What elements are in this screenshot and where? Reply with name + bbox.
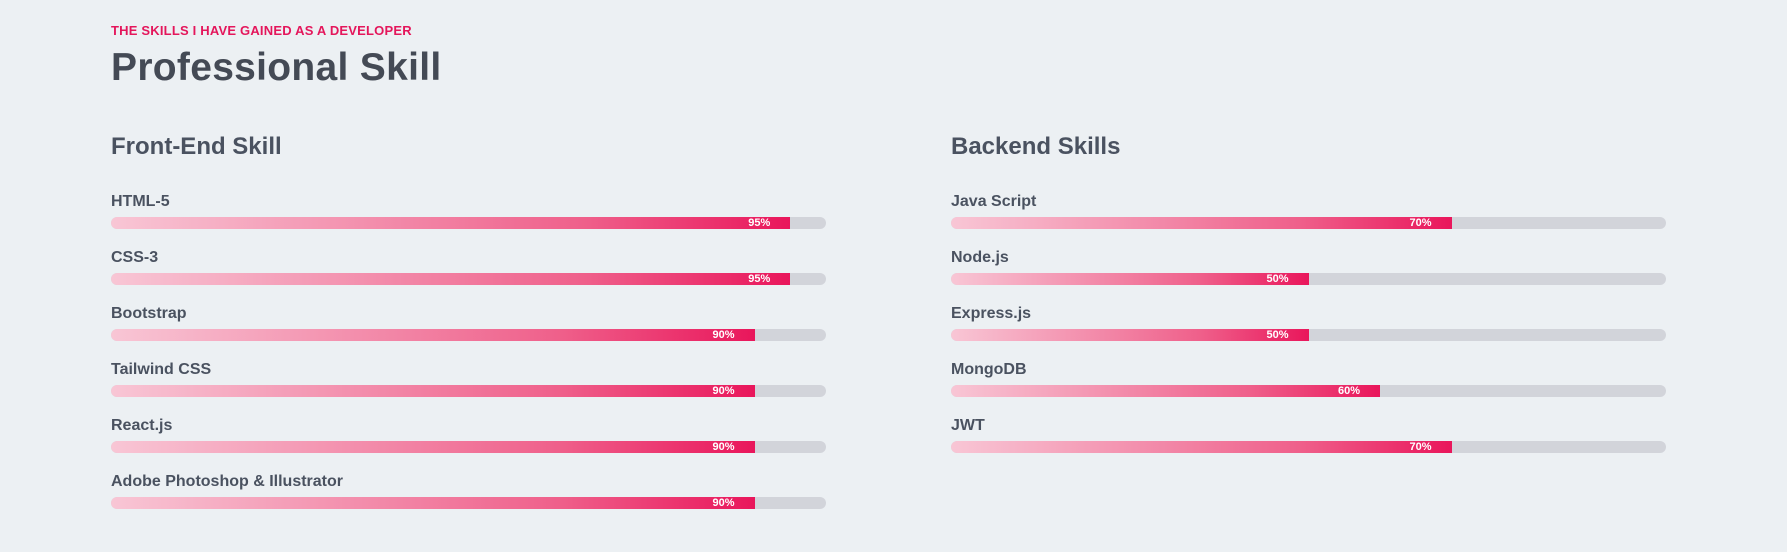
skill-percent-label: 90% (712, 441, 735, 453)
skill-percent-label: 95% (748, 217, 771, 229)
skill-item: JWT 70% (951, 416, 1666, 472)
page-title: Professional Skill (111, 46, 442, 89)
frontend-skills-title: Front-End Skill (111, 133, 282, 160)
skill-name: React.js (111, 417, 173, 434)
section-eyebrow: THE SKILLS I HAVE GAINED AS A DEVELOPER (111, 23, 412, 38)
backend-skills-title: Backend Skills (951, 133, 1121, 160)
skill-progress-fill: 50% (951, 329, 1309, 341)
skill-progress-bar: 50% (951, 273, 1666, 285)
skill-percent-label: 90% (712, 329, 735, 341)
skill-progress-bar: 90% (111, 329, 826, 341)
skill-name: Adobe Photoshop & Illustrator (111, 473, 343, 490)
skill-progress-bar: 70% (951, 217, 1666, 229)
skill-progress-bar: 90% (111, 497, 826, 509)
skill-progress-bar: 95% (111, 273, 826, 285)
backend-skills-column: Backend Skills Java Script 70% Node.js 5… (951, 130, 1666, 453)
skill-progress-fill: 90% (111, 497, 755, 509)
skill-percent-label: 50% (1266, 329, 1289, 341)
frontend-skill-list: HTML-5 95% CSS-3 95% Bootstrap (111, 192, 826, 528)
skill-name: MongoDB (951, 361, 1027, 378)
skill-percent-label: 70% (1409, 217, 1432, 229)
skill-item: Express.js 50% (951, 304, 1666, 360)
skill-progress-bar: 90% (111, 385, 826, 397)
skill-progress-fill: 60% (951, 385, 1380, 397)
skill-name: Express.js (951, 305, 1032, 322)
skill-progress-fill: 70% (951, 217, 1452, 229)
skill-percent-label: 90% (712, 497, 735, 509)
skill-name: CSS-3 (111, 249, 159, 266)
skill-progress-fill: 50% (951, 273, 1309, 285)
skill-item: React.js 90% (111, 416, 826, 472)
skill-name: JWT (951, 417, 985, 434)
skill-name: Tailwind CSS (111, 361, 212, 378)
skill-item: Node.js 50% (951, 248, 1666, 304)
skill-progress-fill: 95% (111, 273, 791, 285)
skill-percent-label: 60% (1337, 385, 1360, 397)
skill-name: Bootstrap (111, 305, 187, 322)
skill-name: Node.js (951, 249, 1009, 266)
skill-name: HTML-5 (111, 193, 170, 210)
skill-item: Adobe Photoshop & Illustrator 90% (111, 472, 826, 528)
skill-item: Tailwind CSS 90% (111, 360, 826, 416)
skill-item: HTML-5 95% (111, 192, 826, 248)
skill-progress-fill: 95% (111, 217, 791, 229)
skill-percent-label: 90% (712, 385, 735, 397)
skill-item: MongoDB 60% (951, 360, 1666, 416)
skill-item: Java Script 70% (951, 192, 1666, 248)
skill-progress-fill: 90% (111, 385, 755, 397)
skill-item: CSS-3 95% (111, 248, 826, 304)
skill-progress-fill: 90% (111, 441, 755, 453)
skill-progress-bar: 60% (951, 385, 1666, 397)
frontend-skills-column: Front-End Skill HTML-5 95% CSS-3 95% (111, 130, 826, 509)
skill-progress-bar: 50% (951, 329, 1666, 341)
skill-percent-label: 50% (1266, 273, 1289, 285)
backend-skill-list: Java Script 70% Node.js 50% Express.js (951, 192, 1666, 472)
skill-percent-label: 70% (1409, 441, 1432, 453)
skill-progress-fill: 70% (951, 441, 1452, 453)
skill-progress-bar: 95% (111, 217, 826, 229)
skill-percent-label: 95% (748, 273, 771, 285)
skill-item: Bootstrap 90% (111, 304, 826, 360)
skill-progress-bar: 70% (951, 441, 1666, 453)
skill-name: Java Script (951, 193, 1037, 210)
skill-progress-fill: 90% (111, 329, 755, 341)
skill-progress-bar: 90% (111, 441, 826, 453)
